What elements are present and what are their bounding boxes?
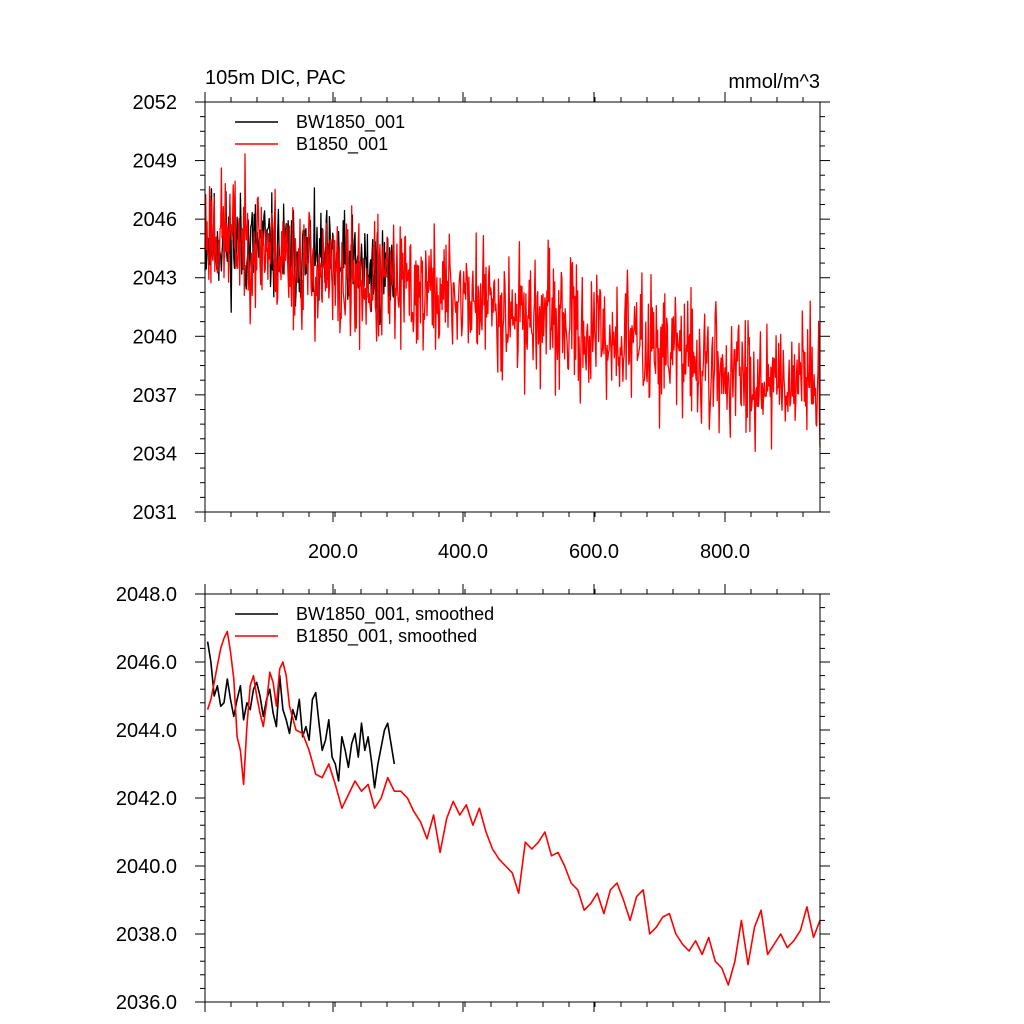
panel-1: 2031 2034 2037 2040 2043 2046 2049 2052 200.0 400… [133,67,830,563]
x-tick-label: 800.0 [700,541,750,563]
x-tick-label: 200.0 [308,541,358,563]
y-tick-label: 2049 [133,151,178,173]
panel-2: 2036.0 2038.0 2040.0 2042.0 2044.0 2046.0 2048… [116,584,830,1014]
y-tick-label: 2048.0 [116,584,177,606]
y-tick-label: 2040 [133,326,178,348]
chart-title-left: 105m DIC, PAC [205,67,346,89]
y-tick-label: 2040.0 [116,856,177,878]
x-tick-label: 600.0 [569,541,619,563]
series-line-1-2 [204,153,821,453]
y-tick-label: 2038.0 [116,924,177,946]
y-tick-label: 2046 [133,209,178,231]
y-tick-label: 2042.0 [116,788,177,810]
x-tick-label: 400.0 [438,541,488,563]
y-tick-label: 2034 [133,443,178,465]
y-tick-label: 2044.0 [116,720,177,742]
legend-label: B1850_001 [296,134,388,155]
y-tick-label: 2031 [133,502,178,524]
y-tick-label: 2037 [133,385,178,407]
legend-label: BW1850_001 [296,112,405,133]
legend-label: BW1850_001, smoothed [296,604,494,625]
y-tick-label: 2046.0 [116,652,177,674]
y-tick-label: 2052 [133,92,178,114]
chart-title-right: mmol/m^3 [728,71,820,93]
legend-label: B1850_001, smoothed [296,626,477,647]
y-tick-label: 2043 [133,268,178,290]
series-line-2-2 [206,630,821,986]
series-line-2-1 [206,641,396,789]
y-tick-label: 2036.0 [116,992,177,1014]
plot-frame [204,593,821,1003]
